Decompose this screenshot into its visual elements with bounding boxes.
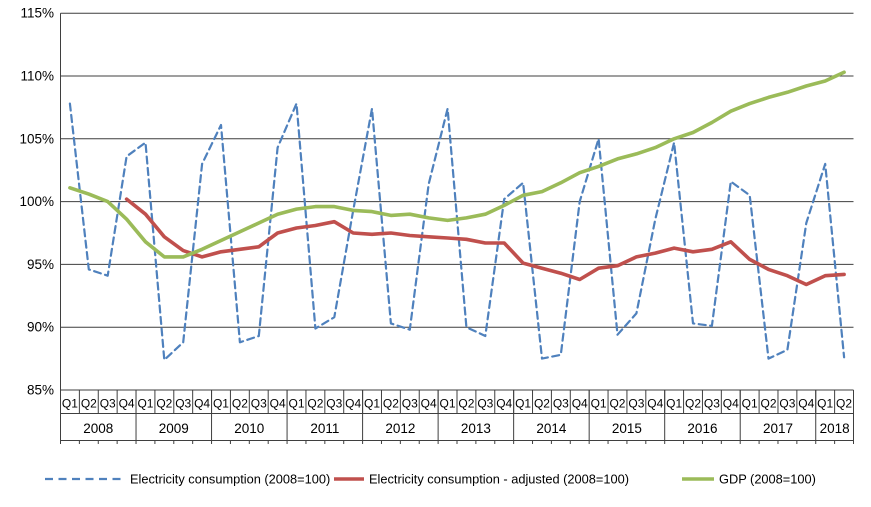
x-axis-quarter-label: Q4 bbox=[723, 397, 739, 411]
x-axis-year-label: 2011 bbox=[310, 421, 339, 436]
x-axis-year-label: 2008 bbox=[83, 421, 113, 436]
x-axis-quarter-label: Q4 bbox=[798, 397, 814, 411]
y-axis-tick-label: 95% bbox=[27, 257, 54, 272]
x-axis-quarter-label: Q2 bbox=[156, 397, 172, 411]
x-axis-quarter-label: Q4 bbox=[345, 397, 361, 411]
y-axis-labels: 115% 110% 105% 100% 95% 90% 85% bbox=[19, 6, 54, 398]
series-line-electricity-consumption-adjusted bbox=[124, 197, 846, 287]
x-axis-table: Q1 Q2 Q3 Q4 Q1 Q2 Q3 Q4 Q1 Q2 Q3 Q4 Q1 Q2 Q3 Q4 Q1 Q2 Q3 Q4… bbox=[60, 390, 854, 444]
legend-item-electricity-consumption: Electricity consumption (2008=100) bbox=[45, 472, 330, 487]
x-axis-quarter-label: Q2 bbox=[383, 397, 399, 411]
x-axis-quarter-label: Q1 bbox=[137, 397, 153, 411]
x-axis-quarter-label: Q1 bbox=[666, 397, 682, 411]
x-axis-quarter-label: Q3 bbox=[402, 397, 418, 411]
x-axis-quarter-label: Q1 bbox=[289, 397, 305, 411]
x-axis-quarter-label: Q3 bbox=[704, 397, 720, 411]
series-line-gdp bbox=[68, 70, 846, 259]
x-axis-year-label: 2013 bbox=[461, 421, 491, 436]
x-axis-year-label: 2014 bbox=[536, 421, 567, 436]
x-axis-quarter-label: Q1 bbox=[742, 397, 758, 411]
legend-label-electricity-consumption: Electricity consumption (2008=100) bbox=[130, 472, 330, 487]
x-axis-quarter-label: Q1 bbox=[364, 397, 380, 411]
x-axis-quarter-label: Q1 bbox=[213, 397, 229, 411]
legend-item-electricity-consumption-adjusted: Electricity consumption - adjusted (2008… bbox=[334, 472, 629, 487]
x-axis-quarter-label: Q3 bbox=[251, 397, 267, 411]
y-axis-tick-label: 115% bbox=[20, 6, 54, 21]
x-axis-quarter-label: Q2 bbox=[232, 397, 248, 411]
x-axis-quarter-label: Q4 bbox=[119, 397, 135, 411]
x-axis-year-label: 2012 bbox=[385, 421, 415, 436]
legend-label-electricity-consumption-adjusted: Electricity consumption - adjusted (2008… bbox=[369, 472, 629, 487]
y-axis-tick-label: 90% bbox=[27, 320, 54, 335]
x-axis-quarter-label: Q2 bbox=[685, 397, 701, 411]
y-axis-tick-label: 85% bbox=[27, 383, 54, 398]
y-axis-tick-label: 100% bbox=[19, 194, 54, 209]
x-axis-quarter-label: Q1 bbox=[440, 397, 456, 411]
x-axis-quarter-label: Q2 bbox=[609, 397, 625, 411]
x-axis-quarter-label: Q3 bbox=[100, 397, 116, 411]
legend-item-gdp: GDP (2008=100) bbox=[682, 472, 816, 487]
x-axis-quarter-label: Q3 bbox=[553, 397, 569, 411]
x-axis-year-label: 2009 bbox=[159, 421, 189, 436]
x-axis-quarter-label: Q4 bbox=[421, 397, 437, 411]
x-axis-quarter-label: Q3 bbox=[326, 397, 342, 411]
legend-label-gdp: GDP (2008=100) bbox=[719, 472, 816, 487]
x-axis-quarter-label: Q2 bbox=[761, 397, 777, 411]
x-axis-quarter-label: Q2 bbox=[836, 397, 852, 411]
y-axis-tick-label: 110% bbox=[20, 69, 54, 84]
legend: Electricity consumption (2008=100) Electr… bbox=[45, 472, 816, 487]
x-axis-quarter-label: Q4 bbox=[572, 397, 588, 411]
x-axis-year-label: 2016 bbox=[687, 421, 717, 436]
x-axis-quarter-label: Q2 bbox=[307, 397, 323, 411]
x-axis-quarter-label: Q2 bbox=[534, 397, 550, 411]
x-axis-quarter-label: Q1 bbox=[817, 397, 833, 411]
x-axis-year-label: 2015 bbox=[612, 421, 642, 436]
x-axis-quarter-label: Q3 bbox=[779, 397, 795, 411]
x-axis-quarter-label: Q3 bbox=[477, 397, 493, 411]
x-axis-quarter-label: Q3 bbox=[628, 397, 644, 411]
x-axis-quarter-label: Q1 bbox=[591, 397, 607, 411]
x-axis-quarter-label: Q4 bbox=[194, 397, 210, 411]
x-axis-quarter-label: Q4 bbox=[647, 397, 663, 411]
x-axis-year-label: 2017 bbox=[763, 421, 793, 436]
x-axis-quarter-label: Q4 bbox=[496, 397, 512, 411]
x-axis-quarter-label: Q2 bbox=[81, 397, 97, 411]
y-axis-tick-label: 105% bbox=[19, 131, 54, 146]
x-axis-quarter-label: Q3 bbox=[175, 397, 191, 411]
x-axis-year-label: 2018 bbox=[820, 421, 850, 436]
x-axis-quarter-label: Q1 bbox=[515, 397, 531, 411]
x-axis-quarter-label: Q2 bbox=[458, 397, 474, 411]
x-axis-quarter-label: Q4 bbox=[270, 397, 286, 411]
x-axis-quarter-label: Q1 bbox=[62, 397, 78, 411]
x-axis-year-label: 2010 bbox=[234, 421, 264, 436]
